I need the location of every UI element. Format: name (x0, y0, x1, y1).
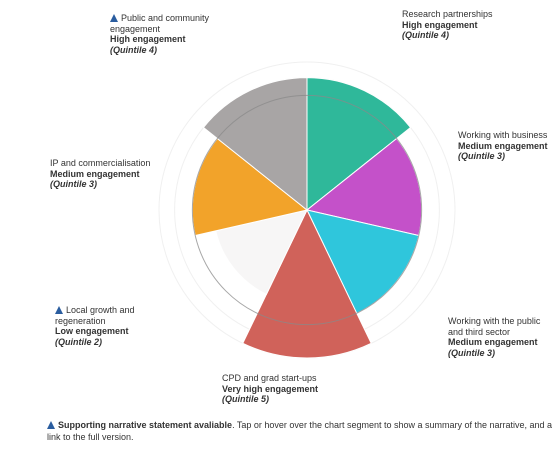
segment-level: Very high engagement (222, 383, 319, 394)
footnote: Supporting narrative statement avaliable… (47, 419, 557, 443)
narrative-triangle-icon (55, 306, 63, 314)
segment-cpd-and-grad-start-ups[interactable] (242, 208, 372, 359)
segment-quintile: (Quintile 5) (222, 394, 269, 404)
label-cpd-grad-startups: CPD and grad start-ups Very high engagem… (222, 373, 352, 405)
footnote-bold: Supporting narrative statement avaliable (58, 420, 233, 430)
segment-name: Working with the public and third sector (448, 316, 541, 337)
narrative-triangle-icon (110, 14, 118, 22)
segment-quintile: (Quintile 4) (110, 44, 157, 55)
segment-quintile: (Quintile 2) (55, 336, 102, 347)
segment-name: IP and commercialisation (50, 158, 151, 168)
segment-quintile: (Quintile 3) (458, 151, 505, 161)
segment-level: Low engagement (55, 326, 129, 336)
label-public-third-sector: Working with the public and third sector… (448, 316, 556, 358)
segment-name: Public and community engagement (110, 13, 210, 34)
label-public-community: Public and community engagement High eng… (110, 13, 240, 55)
segment-research-partnerships[interactable] (306, 77, 412, 212)
segment-local-growth-and-regeneration[interactable] (215, 209, 308, 296)
segment-level: Medium engagement (50, 168, 140, 179)
segment-level: High engagement (402, 19, 478, 30)
label-ip-commercialisation: IP and commercialisation Medium engageme… (50, 158, 185, 190)
segment-quintile: (Quintile 3) (448, 347, 495, 358)
segment-quintile: (Quintile 3) (50, 179, 97, 189)
label-local-growth: Local growth and regeneration Low engage… (55, 305, 155, 347)
segment-level: Medium engagement (448, 337, 538, 347)
segment-level: Medium engagement (458, 140, 548, 151)
segment-name: Working with business (458, 130, 548, 140)
label-working-with-business: Working with business Medium engagement … (458, 130, 558, 162)
segment-public-and-community-engagement[interactable] (202, 77, 308, 212)
segment-name: Research partnerships (402, 9, 493, 19)
narrative-triangle-icon (47, 421, 55, 429)
segment-level: High engagement (110, 34, 186, 44)
label-research-partnerships: Research partnerships High engagement (Q… (402, 9, 522, 41)
segment-name: CPD and grad start-ups (222, 373, 317, 383)
segment-name: Local growth and regeneration (55, 305, 135, 326)
footnote-text: . Tap or hover over the chart segment to… (47, 420, 553, 442)
segment-quintile: (Quintile 4) (402, 30, 449, 40)
reference-ring (191, 94, 423, 326)
